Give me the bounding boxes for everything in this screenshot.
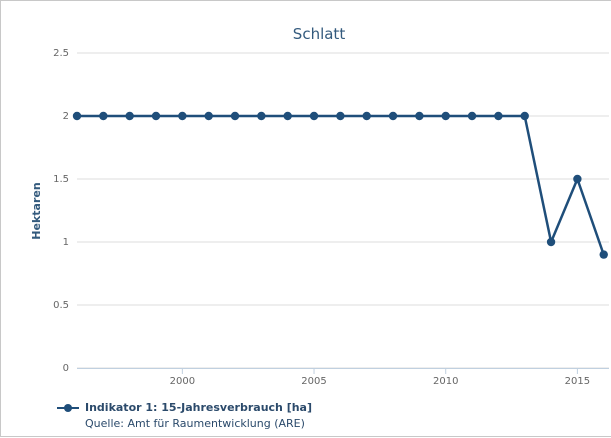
data-point[interactable] — [72, 111, 82, 121]
data-point[interactable] — [230, 111, 240, 121]
data-source-note: Quelle: Amt für Raumentwicklung (ARE) — [85, 417, 305, 430]
y-tick-label: 0.5 — [53, 300, 69, 311]
data-point[interactable] — [204, 111, 213, 121]
data-point[interactable] — [546, 237, 556, 247]
data-point[interactable] — [151, 111, 161, 121]
data-point[interactable] — [573, 174, 582, 184]
legend: Indikator 1: 15-Jahresverbrauch [ha] Que… — [57, 400, 312, 432]
x-tick-label: 2005 — [301, 376, 326, 387]
y-tick-label: 1 — [63, 237, 69, 248]
data-point[interactable] — [494, 111, 503, 121]
y-axis-label: Hektaren — [30, 182, 43, 239]
x-tick-label: 2015 — [565, 376, 590, 387]
y-tick-label: 2.5 — [53, 48, 69, 59]
data-point[interactable] — [178, 111, 187, 121]
legend-item[interactable]: Indikator 1: 15-Jahresverbrauch [ha] — [57, 400, 312, 416]
y-tick-label: 0 — [63, 363, 69, 374]
data-point[interactable] — [520, 111, 529, 121]
data-point[interactable] — [599, 250, 608, 259]
x-axis-ticks: 2000 2005 2010 2015 — [170, 368, 590, 387]
y-axis-ticks: 0 0.5 1 1.5 2 2.5 — [53, 48, 69, 374]
legend-series-name: Indikator 1: 15-Jahresverbrauch [ha] — [85, 401, 313, 414]
data-point[interactable] — [257, 111, 266, 121]
x-tick-label: 2000 — [170, 376, 195, 387]
data-point[interactable] — [467, 111, 477, 121]
series-layer — [72, 111, 608, 259]
data-point[interactable] — [388, 111, 398, 121]
data-point[interactable] — [125, 111, 134, 121]
chart-title: Schlatt — [293, 25, 346, 43]
data-point[interactable] — [415, 111, 424, 121]
data-point[interactable] — [362, 111, 371, 121]
legend-line-marker-icon — [57, 403, 79, 413]
data-point[interactable] — [99, 111, 108, 121]
x-tick-label: 2010 — [433, 376, 458, 387]
y-tick-label: 2 — [63, 111, 69, 122]
data-point[interactable] — [441, 111, 450, 121]
series-line — [77, 114, 605, 256]
y-tick-label: 1.5 — [53, 174, 69, 185]
grid-lines — [77, 52, 609, 369]
data-point[interactable] — [336, 111, 345, 121]
data-point[interactable] — [309, 111, 319, 121]
data-point[interactable] — [283, 111, 292, 121]
